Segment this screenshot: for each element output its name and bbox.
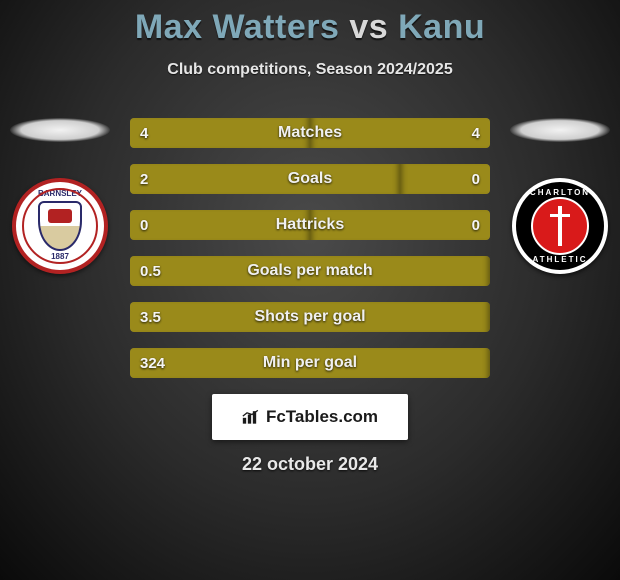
bar-row: 3.5Shots per goal <box>130 302 490 332</box>
watermark-text: FcTables.com <box>266 407 378 427</box>
bar-value-left: 3.5 <box>140 302 161 332</box>
vs-text: vs <box>349 8 388 46</box>
barnsley-year: 1887 <box>38 253 82 262</box>
bar-right-fill <box>310 210 490 240</box>
bar-value-left: 324 <box>140 348 165 378</box>
bar-row: 20Goals <box>130 164 490 194</box>
bar-left-fill <box>130 256 490 286</box>
club-crest-barnsley: BARNSLEY 1887 <box>12 178 108 274</box>
date-text: 22 october 2024 <box>0 454 620 475</box>
bar-value-right: 0 <box>472 210 480 240</box>
bar-value-left: 2 <box>140 164 148 194</box>
barnsley-shield-icon <box>38 201 82 251</box>
club-crest-charlton: CHARLTON ATHLETIC <box>512 178 608 274</box>
bar-value-left: 0 <box>140 210 148 240</box>
charlton-disc <box>531 197 589 255</box>
charlton-ring-top: CHARLTON <box>516 188 604 197</box>
bar-row: 0.5Goals per match <box>130 256 490 286</box>
bar-left-fill <box>130 210 310 240</box>
bar-value-right: 0 <box>472 164 480 194</box>
left-crest-column: BARNSLEY 1887 <box>0 118 120 274</box>
bar-row: 44Matches <box>130 118 490 148</box>
bar-row: 00Hattricks <box>130 210 490 240</box>
player2-name: Kanu <box>398 8 485 46</box>
subtitle: Club competitions, Season 2024/2025 <box>0 61 620 79</box>
bar-value-left: 0.5 <box>140 256 161 286</box>
page-title: Max Watters vs Kanu <box>0 0 620 47</box>
chart-icon <box>242 409 262 425</box>
player1-name: Max Watters <box>135 8 340 46</box>
bar-right-fill <box>310 118 490 148</box>
right-crest-column: CHARLTON ATHLETIC <box>500 118 620 274</box>
bar-value-left: 4 <box>140 118 148 148</box>
bar-left-fill <box>130 118 310 148</box>
barnsley-crest-inner: BARNSLEY 1887 <box>38 190 82 262</box>
sword-icon <box>558 206 562 246</box>
bar-value-right: 4 <box>472 118 480 148</box>
charlton-ring-bot: ATHLETIC <box>516 255 604 264</box>
bar-left-fill <box>130 164 400 194</box>
barnsley-ring-text: BARNSLEY <box>38 190 82 199</box>
bar-left-fill <box>130 348 490 378</box>
bar-left-fill <box>130 302 490 332</box>
watermark: FcTables.com <box>212 394 408 440</box>
platform-right <box>510 118 610 142</box>
bars-container: 44Matches20Goals00Hattricks0.5Goals per … <box>130 118 490 394</box>
bar-row: 324Min per goal <box>130 348 490 378</box>
platform-left <box>10 118 110 142</box>
